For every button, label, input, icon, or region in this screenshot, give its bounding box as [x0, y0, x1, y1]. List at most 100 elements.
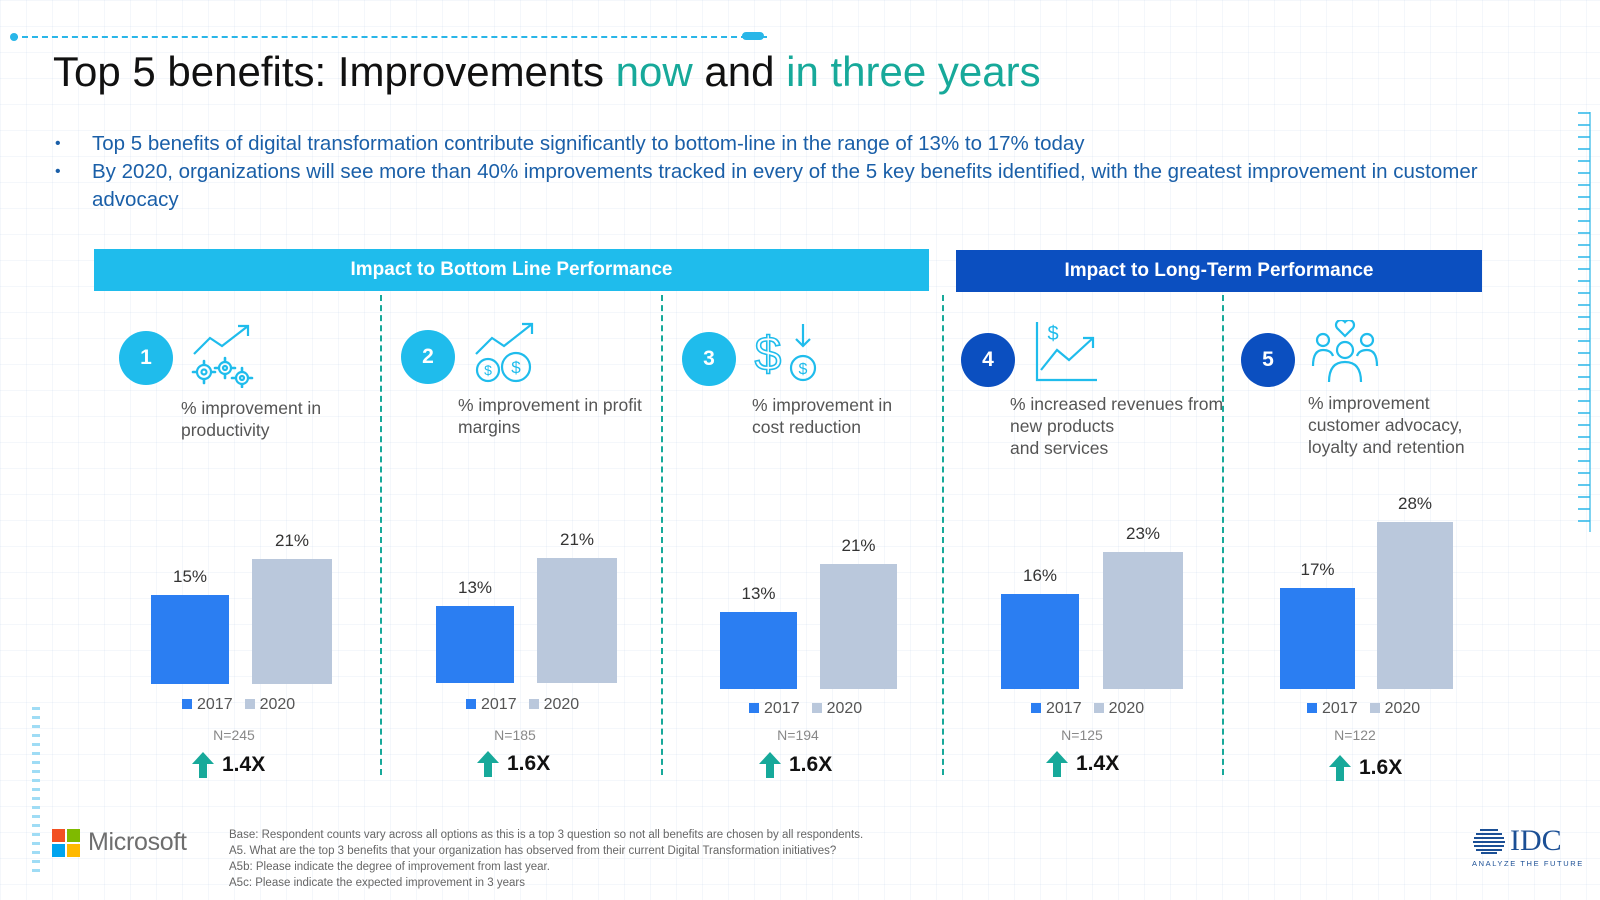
logo-square — [52, 843, 65, 857]
description-line: customer advocacy, — [1308, 415, 1463, 435]
logo-square — [52, 828, 65, 842]
growth-value: 1.4X — [222, 753, 266, 776]
logo-square — [67, 828, 80, 842]
svg-text:$: $ — [755, 328, 782, 381]
legend-label: 2020 — [1108, 700, 1145, 717]
microsoft-wordmark: Microsoft — [88, 828, 187, 856]
legend-label: 2020 — [543, 696, 580, 713]
logo-square — [67, 843, 80, 857]
svg-text:$: $ — [799, 361, 808, 378]
legend-swatch-2020 — [528, 699, 539, 709]
trend-gears-icon — [188, 322, 256, 388]
people-heart-icon — [1311, 320, 1379, 384]
page-title: Top 5 benefits: Improvements now and in … — [53, 48, 1041, 96]
bar-2020 — [537, 558, 617, 683]
svg-text:$: $ — [1047, 323, 1058, 345]
benefit-description-4: % increased revenues from new products a… — [1010, 393, 1245, 459]
legend-item-2017: 2017 — [1307, 700, 1358, 718]
benefit-number-3: 3 — [682, 332, 736, 386]
footnote-line: A5c: Please indicate the expected improv… — [229, 877, 525, 889]
legend-item-2020: 2020 — [528, 696, 580, 714]
bar-2017 — [151, 595, 229, 684]
panel-divider — [942, 295, 944, 775]
legend-swatch-2017 — [466, 699, 476, 709]
bar-2017 — [1280, 588, 1355, 689]
bullet-item: Top 5 benefits of digital transformation… — [55, 130, 1485, 158]
footnote-line: A5b: Please indicate the degree of impro… — [229, 861, 550, 873]
bar-2020 — [820, 564, 897, 689]
benefit-description-5: % improvement customer advocacy, loyalty… — [1308, 392, 1538, 458]
legend-swatch-2017 — [749, 703, 759, 713]
idc-wordmark: IDC — [1510, 824, 1562, 857]
description-line: % improvement in — [752, 395, 893, 415]
description-line: productivity — [181, 420, 270, 440]
panel-divider — [1222, 295, 1224, 775]
footnote-line: Base: Respondent counts vary across all … — [229, 829, 864, 841]
legend-item-2017: 2017 — [182, 696, 233, 714]
title-text-and: and — [692, 48, 787, 95]
up-arrow-icon — [1046, 751, 1068, 777]
description-line: % improvement — [1308, 393, 1430, 413]
dollar-down-icon: $ $ — [753, 322, 819, 384]
legend-item-2017: 2017 — [749, 700, 800, 718]
sample-size: N=185 — [494, 727, 536, 743]
growth-value: 1.6X — [507, 752, 551, 775]
svg-text:$: $ — [511, 358, 521, 377]
legend-label: 2020 — [1384, 700, 1421, 717]
chart-legend: 2017 2020 — [1307, 700, 1420, 718]
description-line: % improvement in — [181, 398, 322, 418]
bar-2017 — [1001, 594, 1079, 689]
growth-multiplier: 1.4X — [1046, 751, 1119, 777]
bar-value-label: 21% — [274, 531, 310, 550]
sample-size: N=245 — [213, 727, 255, 743]
svg-text:$: $ — [484, 362, 492, 378]
idc-logo: IDC ANALYZE THE FUTURE — [1472, 824, 1584, 869]
right-ruler-decoration — [1578, 112, 1590, 532]
legend-swatch-2020 — [244, 699, 255, 709]
benefit-number-2: 2 — [401, 330, 455, 384]
legend-swatch-2020 — [811, 703, 822, 713]
bar-value-label: 23% — [1125, 524, 1161, 543]
benefit-number-5: 5 — [1241, 333, 1295, 387]
bar-value-label: 21% — [559, 530, 595, 549]
growth-value: 1.6X — [789, 753, 833, 776]
idc-tagline: ANALYZE THE FUTURE — [1472, 859, 1584, 868]
legend-label: 2020 — [259, 696, 296, 713]
title-highlight-now: now — [615, 48, 693, 95]
legend-item-2020: 2020 — [1369, 700, 1421, 718]
legend-label: 2017 — [1322, 700, 1358, 717]
legend-item-2017: 2017 — [466, 696, 517, 714]
chart-legend: 2017 2020 — [749, 700, 862, 718]
benefit-description-3: % improvement in cost reduction — [752, 394, 982, 438]
benefit-number-4: 4 — [961, 333, 1015, 387]
description-line: % increased revenues from — [1010, 394, 1224, 414]
left-ruler-decoration — [32, 707, 40, 872]
trend-coins-icon: $ $ — [472, 322, 538, 384]
legend-label: 2017 — [764, 700, 800, 717]
growth-multiplier: 1.4X — [192, 752, 265, 778]
panel-divider — [380, 295, 382, 775]
growth-multiplier: 1.6X — [759, 752, 832, 778]
sample-size: N=125 — [1061, 727, 1103, 743]
bar-2020 — [252, 559, 332, 684]
bullet-item: By 2020, organizations will see more tha… — [55, 158, 1485, 214]
chart-legend: 2017 2020 — [1031, 700, 1144, 718]
growth-value: 1.6X — [1359, 756, 1403, 779]
banner-bottom-line: Impact to Bottom Line Performance — [94, 249, 929, 291]
bar-2017 — [436, 606, 514, 683]
idc-globe-icon — [1473, 829, 1505, 854]
up-arrow-icon — [477, 751, 499, 777]
description-line: and services — [1010, 438, 1109, 458]
banner-long-term: Impact to Long-Term Performance — [956, 250, 1482, 292]
legend-item-2020: 2020 — [811, 700, 862, 718]
chart-legend: 2017 2020 — [466, 696, 579, 714]
microsoft-logo: Microsoft — [52, 828, 187, 857]
description-line: loyalty and retention — [1308, 437, 1465, 457]
footnote-line: A5. What are the top 3 benefits that you… — [229, 845, 837, 857]
bar-value-label: 15% — [172, 567, 208, 586]
bar-value-label: 16% — [1022, 566, 1058, 585]
revenue-chart-icon: $ — [1033, 320, 1099, 384]
bar-2020 — [1103, 552, 1183, 689]
right-ruler-line — [1589, 112, 1591, 532]
title-text: Top 5 benefits: Improvements — [53, 48, 616, 95]
